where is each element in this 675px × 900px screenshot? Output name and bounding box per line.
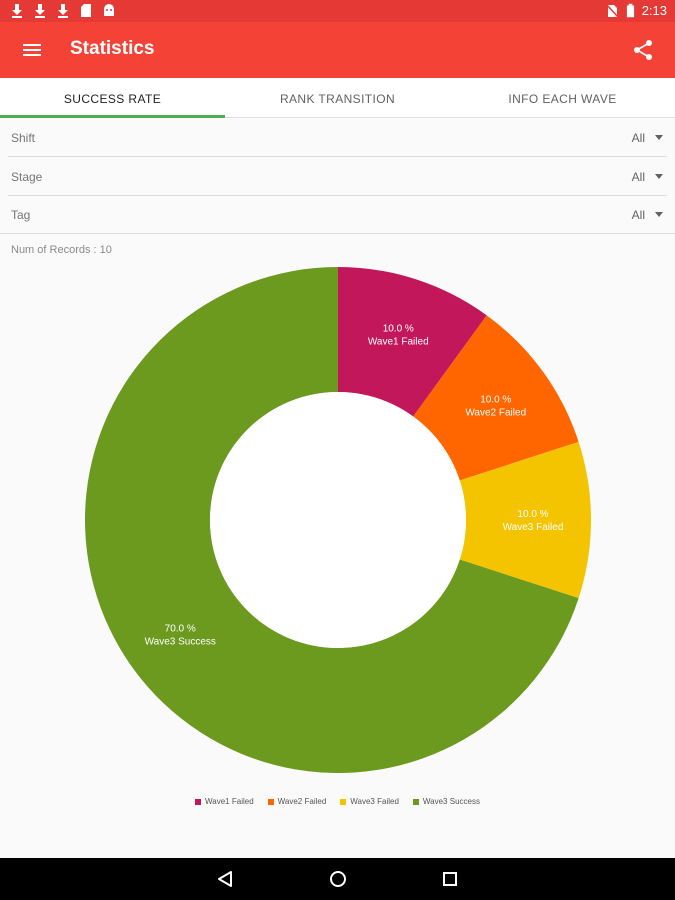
slice-wave3-success[interactable] [85, 267, 579, 773]
legend-label: Wave3 Failed [350, 797, 399, 806]
hamburger-menu-icon[interactable] [18, 36, 46, 64]
battery-icon [626, 3, 634, 18]
page-title: Statistics [70, 38, 155, 59]
shift-value: All [631, 131, 645, 145]
chevron-down-icon [655, 212, 663, 217]
download-icon [58, 4, 68, 18]
legend-item: Wave3 Success [412, 797, 480, 806]
legend-label: Wave3 Success [422, 797, 480, 806]
chevron-down-icon [655, 135, 663, 140]
shift-label: Shift [11, 131, 36, 145]
donut-hole [210, 392, 466, 648]
chevron-down-icon [655, 174, 663, 179]
tag-filter[interactable]: Tag All [8, 195, 667, 234]
slice-category-label: Wave3 Failed [503, 522, 564, 533]
no-sim-icon [605, 3, 619, 18]
slice-wave2-failed[interactable] [413, 315, 579, 481]
nav-bar [0, 858, 675, 900]
tab-bar: SUCCESS RATE RANK TRANSITION INFO EACH W… [0, 78, 675, 118]
donut-chart: 10.0 % Wave1 Failed 10.0 % Wave2 Failed 10.0… [85, 267, 592, 773]
tag-label: Tag [11, 208, 31, 222]
legend-label: Wave1 Failed [205, 797, 254, 806]
android-icon [104, 4, 114, 16]
slice-wave1-failed[interactable] [338, 267, 487, 417]
status-time: 2:13 [641, 3, 667, 18]
download-icon [35, 4, 45, 18]
slice-category-label: Wave3 Success [145, 637, 216, 648]
shift-filter[interactable]: Shift All [8, 118, 667, 157]
stage-label: Stage [11, 170, 43, 184]
slice-value-label: 70.0 % [165, 624, 196, 635]
share-icon[interactable] [629, 36, 657, 64]
status-bar: 2:13 [0, 0, 675, 22]
download-icon [12, 4, 22, 18]
legend-item: Wave1 Failed [195, 797, 254, 806]
tab-info-each-wave[interactable]: INFO EACH WAVE [508, 92, 617, 106]
divider [0, 233, 675, 234]
back-icon[interactable] [214, 869, 236, 889]
slice-value-label: 10.0 % [480, 394, 511, 405]
legend-swatch [412, 798, 419, 805]
home-icon[interactable] [327, 868, 349, 890]
app-bar: Statistics [0, 22, 675, 78]
legend-item: Wave2 Failed [267, 797, 327, 806]
slice-category-label: Wave1 Failed [368, 337, 429, 348]
legend-label: Wave2 Failed [277, 797, 327, 806]
tab-rank-transition[interactable]: RANK TRANSITION [279, 92, 396, 106]
stage-value: All [631, 170, 645, 184]
stage-filter[interactable]: Stage All [8, 157, 667, 196]
legend-swatch [340, 798, 347, 805]
sd-card-icon [81, 4, 91, 17]
tag-value: All [631, 208, 645, 222]
slice-category-label: Wave2 Failed [465, 407, 526, 418]
legend-swatch [195, 798, 202, 805]
chart-legend: Wave1 Failed Wave2 Failed Wave3 Failed Wave… [0, 797, 675, 806]
records-count: Num of Records : 10 [11, 244, 112, 256]
legend-swatch [267, 798, 274, 805]
recents-icon[interactable] [440, 869, 460, 889]
slice-wave3-failed[interactable] [459, 441, 592, 599]
legend-item: Wave3 Failed [340, 797, 399, 806]
slice-value-label: 10.0 % [517, 509, 548, 520]
slice-value-label: 10.0 % [383, 324, 414, 335]
tab-success-rate[interactable]: SUCCESS RATE [0, 78, 225, 118]
